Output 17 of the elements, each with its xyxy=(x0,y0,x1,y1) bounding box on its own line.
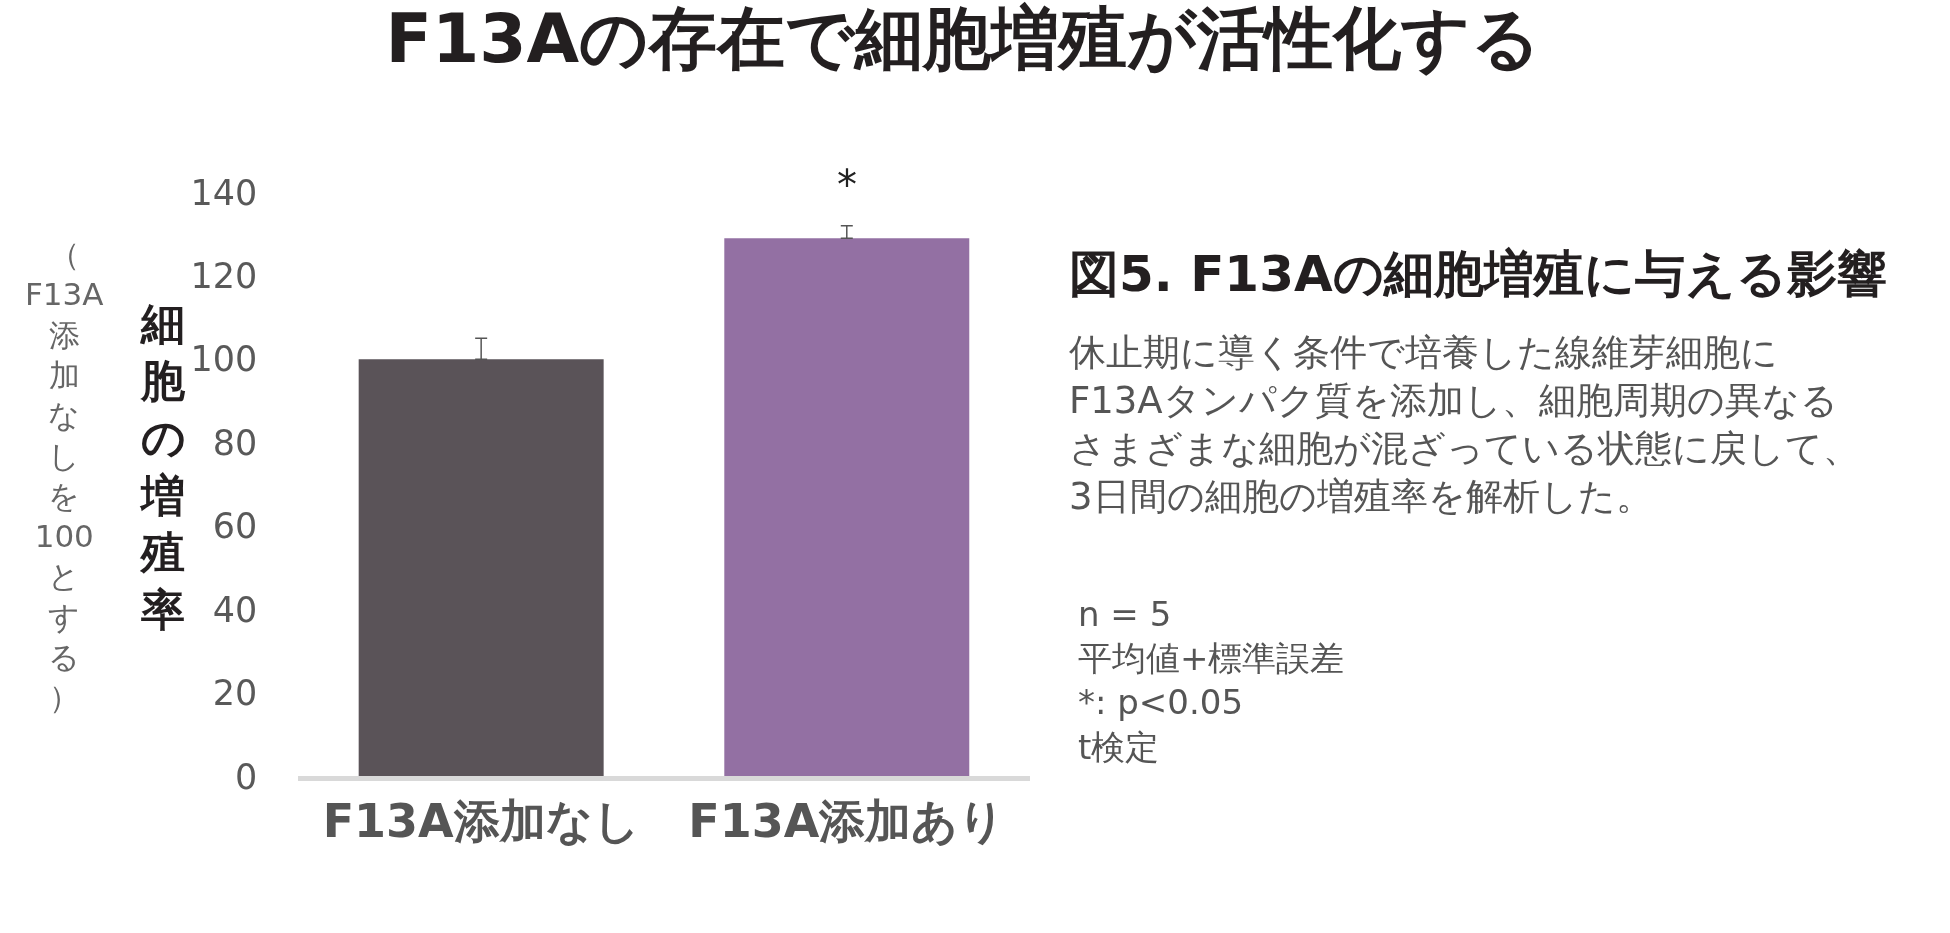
y-tick-label: 20 xyxy=(212,673,258,714)
text: （F13A添加なしを100とする） xyxy=(25,236,104,716)
y-tick-label: 0 xyxy=(235,756,258,797)
y-tick-label: 80 xyxy=(212,422,258,463)
x-tick-label: F13A添加あり xyxy=(688,793,1006,848)
text: n = 5 平均値+標準誤差 *: p<0.05 t検定 xyxy=(1078,594,1345,767)
y-tick-label: 120 xyxy=(190,256,258,297)
y-tick-label: 60 xyxy=(212,506,258,547)
caption: 図5. F13Aの細胞増殖に与える影響 xyxy=(1069,245,1887,303)
x-tick-label: F13A添加なし xyxy=(322,793,640,848)
text: 休止期に導く条件で培養した線維芽細胞にF13Aタンパク質を添加し、細胞周期の異なるさまざまな細胞が混ざっている状態に戻して、3日間の細胞の増殖率を解析した。 xyxy=(1069,331,1860,519)
y-tick-label: 100 xyxy=(190,339,258,380)
y-tick-label: 40 xyxy=(212,589,258,630)
annotation: * xyxy=(837,162,857,208)
chart-title: F13Aの存在で細胞増殖が活性化する xyxy=(385,0,1542,78)
y-axis-title: 細胞の増殖率 xyxy=(139,298,186,635)
y-tick-label: 140 xyxy=(190,172,258,213)
